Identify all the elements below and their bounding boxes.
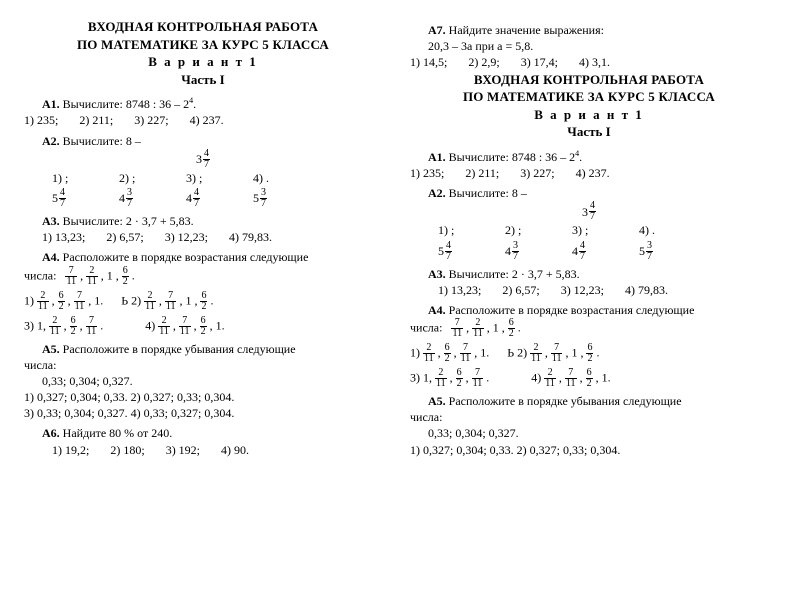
a5-numbers-r: числа: xyxy=(410,409,768,425)
a4-row2-r: 3) 1, 211 , 62 , 711 . 4) 211 , 711 , 62… xyxy=(410,368,768,389)
a2-o3: 3) ; xyxy=(186,170,250,186)
a3-options: 1) 13,23; 2) 6,57; 3) 12,23; 4) 79,83. xyxy=(42,229,382,245)
a5-given: 0,33; 0,304; 0,327. xyxy=(42,373,382,389)
variant-r: В а р и а н т 1 xyxy=(410,106,768,124)
a7-options: 1) 14,5; 2) 2,9; 3) 17,4; 4) 3,1. xyxy=(410,54,768,70)
a2-center-frac: 347 xyxy=(24,149,382,170)
variant: В а р и а н т 1 xyxy=(24,53,382,71)
a2-opt-fracs-r: 547 437 447 537 xyxy=(438,241,768,262)
a2-center-frac-r: 347 xyxy=(410,201,768,222)
a5-given-r: 0,33; 0,304; 0,327. xyxy=(428,425,768,441)
a4-row1-r: 1) 211 , 62 , 711 , 1. Ь 2) 211 , 711 , … xyxy=(410,343,768,364)
a4-given-row-r: числа: 711 , 211 , 1 , 62 . xyxy=(410,318,768,339)
title-line1-r: ВХОДНАЯ КОНТРОЛЬНАЯ РАБОТА xyxy=(410,71,768,89)
a5-numbers: числа: xyxy=(24,357,382,373)
part-r: Часть I xyxy=(410,123,768,141)
a1-opt1: 1) 235; xyxy=(24,112,58,128)
question-a7: А7. Найдите значение выражения: xyxy=(428,22,768,38)
a5-opts1-r: 1) 0,327; 0,304; 0,33. 2) 0,327; 0,33; 0… xyxy=(410,442,768,458)
a1-opt2: 2) 211; xyxy=(79,112,113,128)
a5-opts2: 3) 0,33; 0,304; 0,327. 4) 0,33; 0,327; 0… xyxy=(24,405,382,421)
a1-opt4: 4) 237. xyxy=(190,112,224,128)
question-a4-r: А4. Расположите в порядке возрастания сл… xyxy=(428,302,768,318)
question-a2: А2. Вычислите: 8 – xyxy=(42,133,382,149)
a2-o4: 4) . xyxy=(253,170,317,186)
title-line2: ПО МАТЕМАТИКЕ ЗА КУРС 5 КЛАССА xyxy=(24,36,382,54)
left-column: ВХОДНАЯ КОНТРОЛЬНАЯ РАБОТА ПО МАТЕМАТИКЕ… xyxy=(24,18,382,594)
question-a1: А1. Вычислите: 8748 : 36 – 24. xyxy=(42,96,382,112)
title-line1: ВХОДНАЯ КОНТРОЛЬНАЯ РАБОТА xyxy=(24,18,382,36)
right-column: А7. Найдите значение выражения: 20,3 – 3… xyxy=(410,18,768,594)
question-a1-r: А1. Вычислите: 8748 : 36 – 24. xyxy=(428,149,768,165)
a1-text: Вычислите: 8748 : 36 – 2 xyxy=(60,97,190,111)
a7-expr: 20,3 – 3а при а = 5,8. xyxy=(428,38,768,54)
a2-opt-fracs: 547 437 447 537 xyxy=(52,188,382,209)
a1-label: А1. xyxy=(42,97,60,111)
a2-o1: 1) ; xyxy=(52,170,116,186)
a2-text: Вычислите: 8 – xyxy=(60,134,141,148)
question-a5: А5. Расположите в порядке убывания следу… xyxy=(42,341,382,357)
a4-row1: 1) 211 , 62 , 711 , 1. Ь 2) 211 , 711 , … xyxy=(24,291,382,312)
title-line2-r: ПО МАТЕМАТИКЕ ЗА КУРС 5 КЛАССА xyxy=(410,88,768,106)
a4-row2: 3) 1, 211 , 62 , 711 . 4) 211 , 711 , 62… xyxy=(24,316,382,337)
a2-label: А2. xyxy=(42,134,60,148)
a3-options-r: 1) 13,23; 2) 6,57; 3) 12,23; 4) 79,83. xyxy=(438,282,768,298)
question-a5-r: А5. Расположите в порядке убывания следу… xyxy=(428,393,768,409)
a6-options: 1) 19,2; 2) 180; 3) 192; 4) 90. xyxy=(52,442,382,458)
question-a3: А3. Вычислите: 2 · 3,7 + 5,83. xyxy=(42,213,382,229)
question-a4: А4. Расположите в порядке возрастания сл… xyxy=(42,249,382,265)
question-a6: А6. Найдите 80 % от 240. xyxy=(42,425,382,441)
a1-options: 1) 235; 2) 211; 3) 227; 4) 237. xyxy=(24,112,382,128)
a1-options-r: 1) 235; 2) 211; 3) 227; 4) 237. xyxy=(410,165,768,181)
a5-opts1: 1) 0,327; 0,304; 0,33. 2) 0,327; 0,33; 0… xyxy=(24,389,382,405)
part: Часть I xyxy=(24,71,382,89)
question-a3-r: А3. Вычислите: 2 · 3,7 + 5,83. xyxy=(428,266,768,282)
a1-opt3: 3) 227; xyxy=(134,112,168,128)
question-a2-r: А2. Вычислите: 8 – xyxy=(428,185,768,201)
a4-given-row: числа: 711 , 211 , 1 , 62 . xyxy=(24,266,382,287)
a2-o2: 2) ; xyxy=(119,170,183,186)
a2-opt-numbers-r: 1) ; 2) ; 3) ; 4) . xyxy=(438,222,768,238)
a2-opt-numbers: 1) ; 2) ; 3) ; 4) . xyxy=(52,170,382,186)
